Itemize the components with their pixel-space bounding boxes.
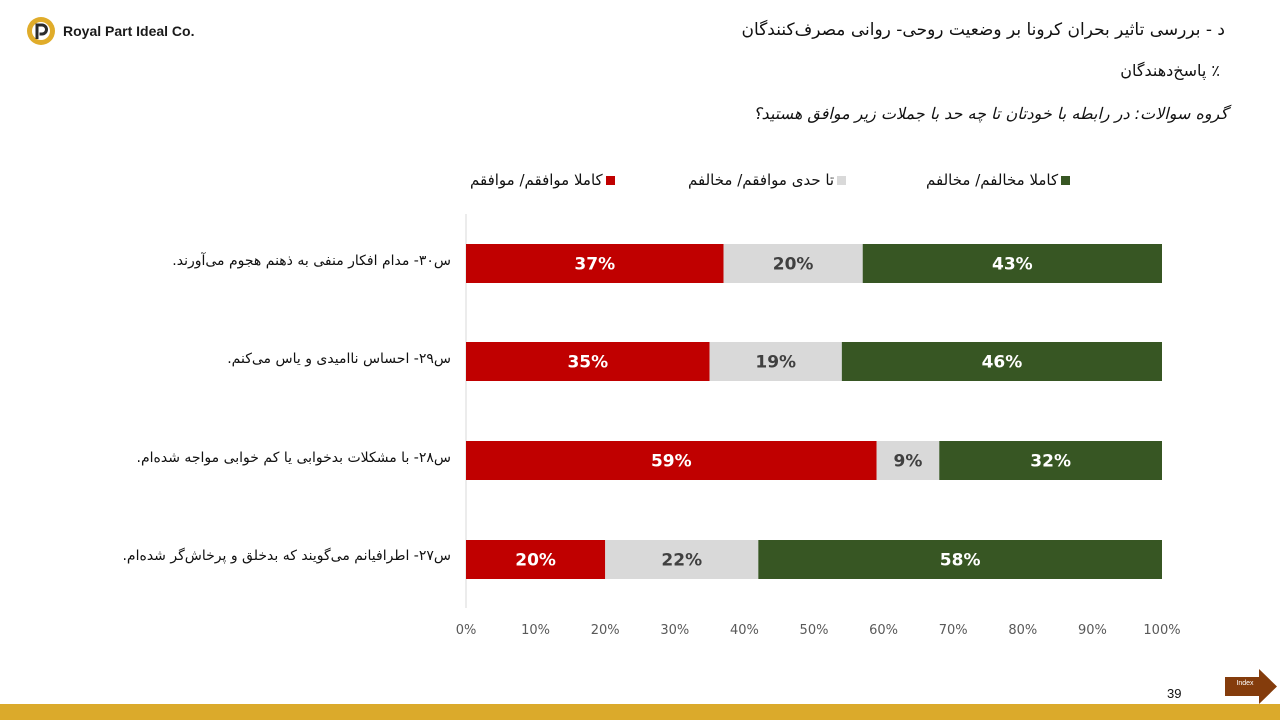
x-tick-label: 90% bbox=[1078, 623, 1107, 638]
bar-segment-q29-agree bbox=[466, 342, 710, 381]
page-number: 39 bbox=[1167, 686, 1182, 701]
company-logo: Royal Part Ideal Co. bbox=[26, 16, 194, 46]
bar-segment-q30-agree bbox=[466, 244, 724, 283]
stacked-bar-chart: 37% 20% 43% 35% 19% 46% 59% 9% 32% 20% 22% 58% 0% 10%… bbox=[456, 214, 1181, 638]
footer-bar bbox=[0, 704, 1280, 720]
category-label-q30: س۳۰- مدام افکار منفی به ذهنم هجوم می‌آور… bbox=[172, 253, 451, 269]
x-tick-label: 30% bbox=[660, 623, 689, 638]
data-label-q29-agree: 35% bbox=[567, 353, 608, 373]
bar-segment-q29-disagree bbox=[841, 342, 1162, 381]
data-label-q27-agree: 20% bbox=[515, 551, 556, 571]
category-label-q29: س۲۹- احساس ناامیدی و یاس می‌کنم. bbox=[227, 351, 451, 367]
x-tick-label: 70% bbox=[939, 623, 968, 638]
data-label-q30-neutral: 20% bbox=[773, 255, 814, 275]
legend-swatch-disagree bbox=[1061, 175, 1071, 185]
arrow-right-icon bbox=[1225, 669, 1277, 704]
bar-segment-q27-neutral bbox=[605, 540, 759, 579]
company-name: Royal Part Ideal Co. bbox=[63, 23, 195, 39]
bar-segment-q29-neutral bbox=[709, 342, 842, 381]
slide-title: د - بررسی تاثیر بحران کرونا بر وضعیت روح… bbox=[741, 20, 1225, 40]
bar-segment-q28-neutral bbox=[876, 441, 940, 480]
bar-segment-q30-disagree bbox=[862, 244, 1162, 283]
x-tick-label: 40% bbox=[730, 623, 759, 638]
legend-swatch-agree bbox=[605, 175, 615, 185]
bar-segment-q27-agree bbox=[466, 540, 606, 579]
x-tick-label: 100% bbox=[1143, 623, 1180, 638]
legend-swatch-neutral bbox=[837, 175, 847, 185]
legend-item-disagree: کاملا مخالفم/ مخالفم bbox=[926, 171, 1071, 189]
bar-segment-q27-disagree bbox=[758, 540, 1162, 579]
index-button[interactable]: Index bbox=[1225, 669, 1277, 704]
data-label-q29-disagree: 46% bbox=[982, 353, 1023, 373]
legend-label-neutral: تا حدی موافقم/ مخالفم bbox=[688, 171, 835, 189]
question-group-text: گروه سوالات: در رابطه با خودتان تا چه حد… bbox=[753, 104, 1228, 123]
data-label-q29-neutral: 19% bbox=[755, 353, 796, 373]
index-button-label: Index bbox=[1236, 680, 1254, 687]
data-label-q27-disagree: 58% bbox=[940, 551, 981, 571]
x-tick-label: 20% bbox=[591, 623, 620, 638]
data-label-q28-disagree: 32% bbox=[1030, 452, 1071, 472]
bar-segment-q30-neutral bbox=[723, 244, 863, 283]
data-label-q28-neutral: 9% bbox=[894, 452, 923, 472]
x-tick-label: 60% bbox=[869, 623, 898, 638]
x-tick-label: 80% bbox=[1008, 623, 1037, 638]
x-tick-label: 50% bbox=[800, 623, 829, 638]
legend-label-agree: کاملا موافقم/ موافقم bbox=[470, 171, 603, 189]
legend-label-disagree: کاملا مخالفم/ مخالفم bbox=[926, 171, 1059, 189]
data-label-q27-neutral: 22% bbox=[661, 551, 702, 571]
legend-item-neutral: تا حدی موافقم/ مخالفم bbox=[688, 171, 847, 189]
logo-icon bbox=[27, 17, 55, 45]
x-tick-label: 10% bbox=[521, 623, 550, 638]
bar-segment-q28-disagree bbox=[939, 441, 1162, 480]
data-label-q28-agree: 59% bbox=[651, 452, 692, 472]
data-label-q30-agree: 37% bbox=[574, 255, 615, 275]
x-tick-label: 0% bbox=[456, 623, 477, 638]
slide-subtitle: ٪ پاسخ‌دهندگان bbox=[1120, 61, 1220, 80]
category-label-q27: س۲۷- اطرافیانم می‌گویند که بدخلق و پرخاش… bbox=[122, 548, 451, 564]
data-label-q30-disagree: 43% bbox=[992, 255, 1033, 275]
legend-item-agree: کاملا موافقم/ موافقم bbox=[470, 171, 615, 189]
category-label-q28: س۲۸- با مشکلات بدخوابی یا کم خوابی مواجه… bbox=[136, 450, 452, 466]
bar-segment-q28-agree bbox=[466, 441, 877, 480]
